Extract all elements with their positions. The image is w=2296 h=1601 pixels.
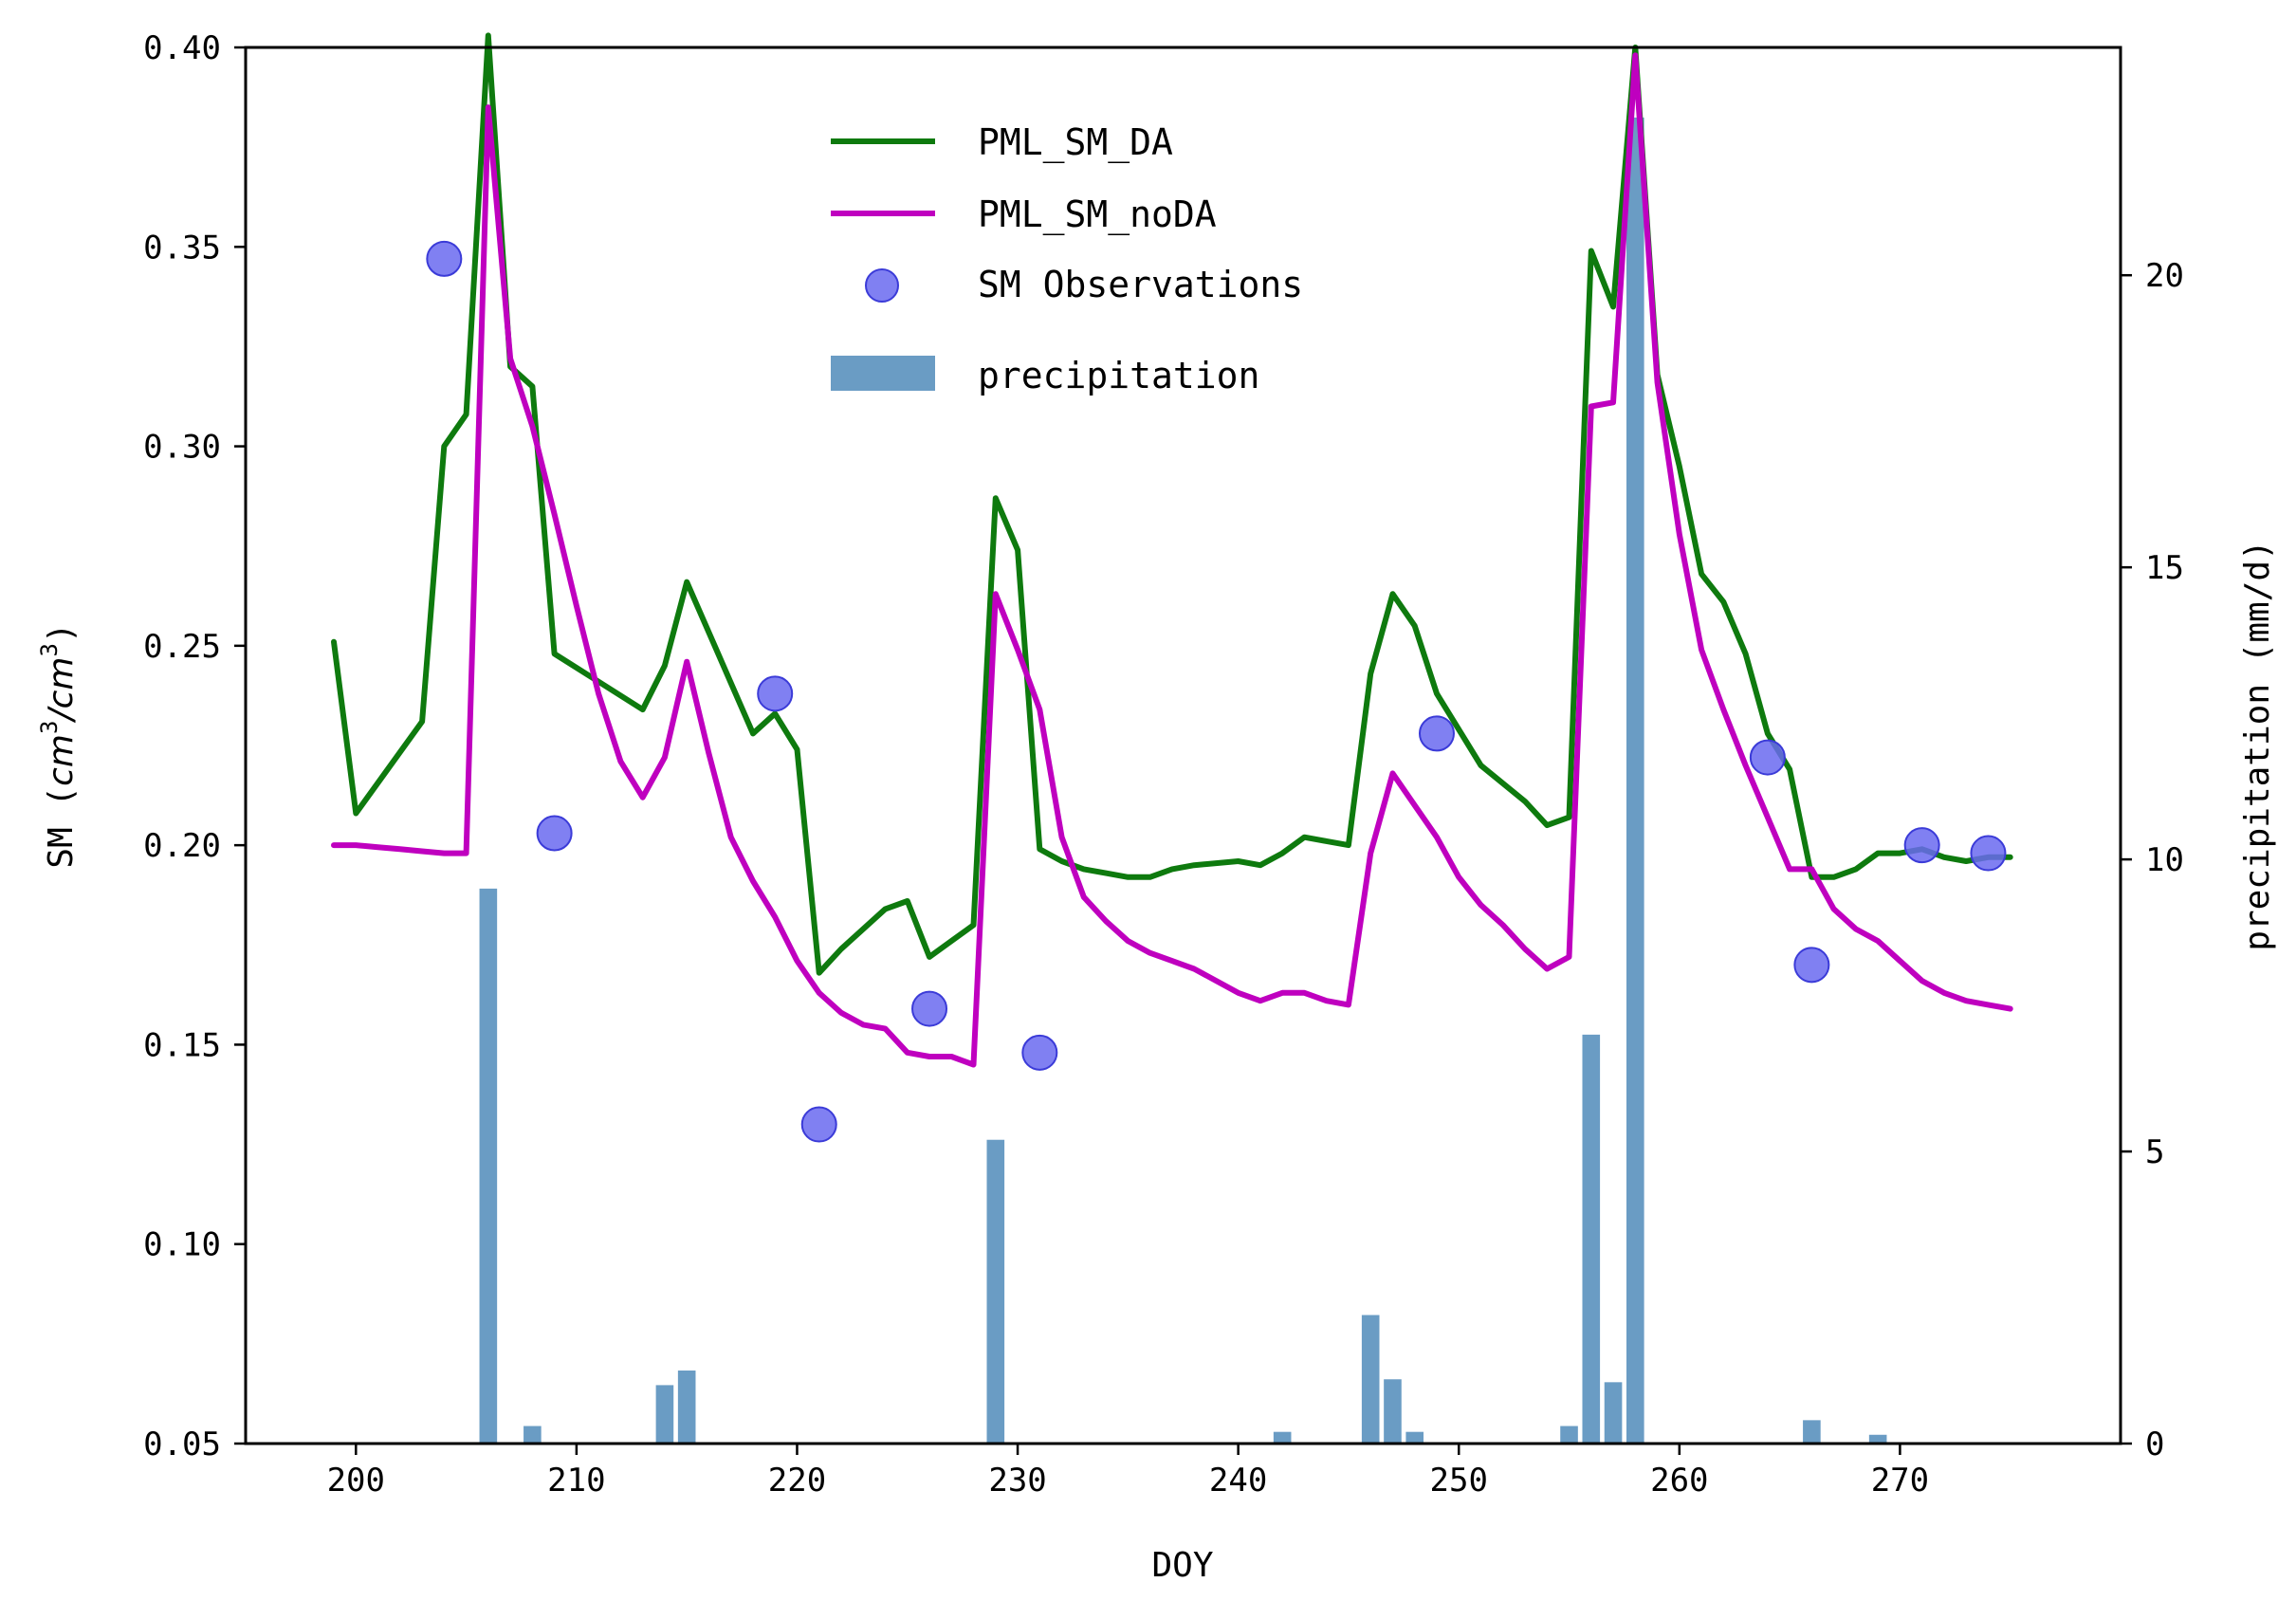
y-right-tick-label: 10 <box>2145 841 2184 879</box>
right-y-axis-title: precipitation (mm/d) <box>2238 540 2277 950</box>
precip-bar <box>523 1426 542 1444</box>
legend-swatch-observations <box>865 268 899 303</box>
observation-point <box>1749 739 1786 776</box>
precip-bar <box>986 1139 1005 1444</box>
svg-text:SM (cm3/cm3): SM (cm3/cm3) <box>36 622 81 868</box>
precip-bar <box>1273 1431 1292 1444</box>
y-left-tick-label: 0.20 <box>143 827 221 865</box>
observation-point <box>1418 715 1455 752</box>
x-axis-title: DOY <box>1151 1546 1213 1585</box>
left-y-axis-title-unit-2: cm <box>42 657 81 709</box>
x-tick-label: 250 <box>1430 1462 1488 1500</box>
legend-label-precipitation: precipitation <box>978 355 1259 396</box>
observation-point <box>426 240 463 277</box>
observation-point <box>1793 947 1830 984</box>
observation-point <box>757 675 794 712</box>
observation-point <box>1021 1034 1058 1071</box>
left-y-axis-title-close: ) <box>42 622 81 643</box>
observation-point <box>1903 827 1940 864</box>
precip-bar <box>1626 117 1644 1444</box>
y-left-tick-label: 0.10 <box>143 1226 221 1264</box>
precip-bar <box>677 1371 696 1444</box>
legend-label-pml-sm-noda: PML_SM_noDA <box>978 193 1217 236</box>
left-y-axis: 0.05 0.10 0.15 0.20 0.25 0.30 0.35 0.40 <box>143 29 246 1463</box>
y-left-tick-label: 0.40 <box>143 29 221 67</box>
x-tick-label: 200 <box>327 1462 385 1500</box>
y-right-tick-label: 5 <box>2145 1133 2164 1171</box>
series-line-pml-sm-noda <box>331 52 2013 1068</box>
precip-bar <box>655 1385 674 1444</box>
left-y-axis-title-prefix: SM ( <box>42 786 81 869</box>
observation-point <box>1970 835 2007 872</box>
legend-label-observations: SM Observations <box>978 264 1303 305</box>
x-axis: 200 210 220 230 240 250 260 270 <box>327 1444 1929 1500</box>
y-right-tick-label: 0 <box>2145 1426 2164 1463</box>
y-left-tick-label: 0.15 <box>143 1026 221 1064</box>
precip-bar <box>1868 1434 1887 1444</box>
y-left-tick-label: 0.35 <box>143 229 221 267</box>
precip-bar <box>1560 1426 1578 1444</box>
x-tick-label: 220 <box>768 1462 826 1500</box>
left-y-axis-title: SM (cm3/cm3) <box>36 622 81 868</box>
legend-swatch-precipitation <box>831 356 935 391</box>
precip-bar <box>479 888 498 1444</box>
legend: PML_SM_DA PML_SM_noDA SM Observations pr… <box>831 121 1303 396</box>
observation-point <box>536 815 573 852</box>
left-y-axis-title-exp-2: 3 <box>36 643 63 656</box>
precip-bar <box>1405 1431 1424 1444</box>
observation-point <box>800 1106 837 1143</box>
plot-frame <box>244 46 2122 1445</box>
x-tick-label: 210 <box>547 1462 605 1500</box>
legend-label-pml-sm-da: PML_SM_DA <box>978 121 1173 164</box>
x-tick-label: 270 <box>1871 1462 1929 1500</box>
observation-points <box>426 240 2007 1143</box>
model-lines <box>331 32 2013 1068</box>
precip-bar <box>1384 1379 1402 1444</box>
left-y-axis-title-slash: / <box>42 706 81 724</box>
precip-bar <box>1604 1382 1623 1444</box>
left-y-axis-title-exp: 3 <box>36 721 63 734</box>
observation-point <box>911 990 948 1027</box>
precipitation-bars <box>479 117 1887 1444</box>
left-y-axis-title-unit: cm <box>42 734 81 786</box>
x-tick-label: 230 <box>988 1462 1046 1500</box>
precip-bar <box>1803 1420 1821 1444</box>
y-left-tick-label: 0.30 <box>143 429 221 467</box>
y-left-tick-label: 0.05 <box>143 1426 221 1463</box>
x-tick-label: 240 <box>1209 1462 1267 1500</box>
y-left-tick-label: 0.25 <box>143 628 221 666</box>
y-right-tick-label: 20 <box>2145 257 2184 295</box>
precip-bar <box>1361 1315 1380 1444</box>
series-line-pml-sm-da <box>331 32 2013 976</box>
precip-bar <box>1582 1034 1601 1444</box>
y-right-tick-label: 15 <box>2145 549 2184 587</box>
right-y-axis: 0 5 10 15 20 <box>2121 257 2184 1463</box>
x-tick-label: 260 <box>1650 1462 1708 1500</box>
